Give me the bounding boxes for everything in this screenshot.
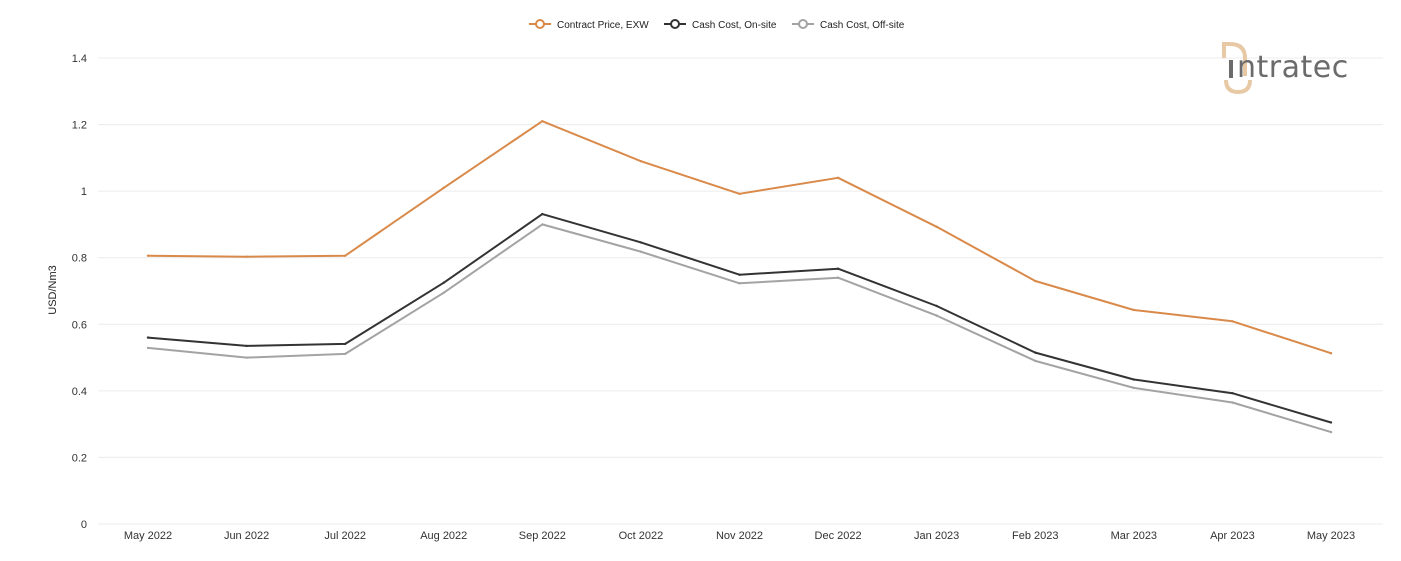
data-point	[935, 304, 938, 308]
data-point	[1034, 351, 1037, 354]
data-point	[442, 291, 445, 294]
data-point	[1329, 430, 1333, 434]
x-tick-label: Feb 2023	[1012, 530, 1058, 542]
y-tick-label: 0.4	[72, 386, 87, 398]
legend-item-0[interactable]: Contract Price, EXW	[529, 19, 649, 31]
y-tick-label: 0.2	[72, 452, 87, 464]
data-point	[541, 212, 544, 216]
data-point	[639, 241, 643, 244]
data-point	[1132, 378, 1136, 381]
y-tick-label: 0	[81, 519, 87, 531]
data-point	[836, 276, 840, 279]
x-tick-label: Apr 2023	[1210, 530, 1255, 542]
data-point	[442, 281, 445, 284]
legend-marker-icon	[670, 19, 680, 29]
data-point	[1231, 391, 1234, 395]
data-point	[738, 273, 741, 276]
legend-marker-icon	[798, 19, 808, 29]
x-tick-label: Jan 2023	[914, 530, 959, 542]
legend-item-1[interactable]: Cash Cost, On-site	[664, 19, 777, 31]
logo-mark-icon	[1222, 41, 1247, 76]
data-point	[935, 225, 938, 228]
data-point	[1034, 279, 1037, 283]
data-point	[245, 356, 248, 359]
logo-mark-arc-icon	[1224, 79, 1252, 95]
x-tick-label: May 2023	[1307, 530, 1355, 542]
x-tick-label: Oct 2022	[619, 530, 664, 542]
intratec-logo: ntratec	[1222, 41, 1349, 95]
data-point	[1329, 352, 1333, 355]
data-point	[1034, 359, 1037, 363]
x-tick-label: Dec 2022	[815, 530, 862, 542]
y-axis-ticks: 0 0.2 0.4 0.6 0.8 1 1.2 1.4	[72, 53, 87, 531]
data-point	[836, 267, 840, 270]
data-point	[245, 255, 248, 258]
legend-label: Cash Cost, Off-site	[820, 20, 905, 31]
data-point	[1329, 421, 1333, 424]
x-tick-label: Mar 2023	[1111, 530, 1157, 542]
y-tick-label: 0.8	[72, 253, 87, 265]
data-point	[343, 342, 347, 346]
series-lines	[146, 120, 1333, 434]
data-point	[343, 352, 347, 356]
legend-label: Cash Cost, On-site	[692, 20, 777, 31]
data-point	[639, 250, 643, 253]
data-point	[541, 120, 544, 123]
x-tick-label: Aug 2022	[420, 530, 467, 542]
data-point	[639, 159, 643, 163]
series-line-0	[147, 120, 1332, 355]
data-point	[146, 336, 150, 339]
data-point	[343, 254, 347, 257]
data-point	[935, 314, 938, 317]
gridlines	[98, 57, 1383, 525]
legend-label: Contract Price, EXW	[557, 20, 649, 31]
data-point	[146, 346, 150, 350]
x-axis-ticks: May 2022 Jun 2022 Jul 2022 Aug 2022 Sep 2022…	[124, 530, 1355, 542]
y-axis-title: USD/Nm3	[47, 265, 59, 315]
data-point	[836, 176, 840, 180]
legend-marker-icon	[535, 19, 545, 29]
x-tick-label: Sep 2022	[519, 530, 566, 542]
data-point	[245, 344, 248, 348]
data-point	[1231, 401, 1234, 404]
data-point	[146, 254, 150, 257]
y-tick-label: 1.4	[72, 53, 87, 65]
data-point	[738, 192, 741, 196]
x-tick-label: May 2022	[124, 530, 172, 542]
y-tick-label: 1	[81, 186, 87, 198]
legend-item-2[interactable]: Cash Cost, Off-site	[792, 19, 905, 31]
data-point	[442, 186, 445, 190]
data-point	[1231, 320, 1234, 323]
data-point	[541, 223, 544, 226]
logo-text: ntratec	[1237, 50, 1349, 85]
x-tick-label: Jun 2022	[224, 530, 269, 542]
x-tick-label: Nov 2022	[716, 530, 763, 542]
y-tick-label: 0.6	[72, 319, 87, 331]
legend[interactable]: Contract Price, EXW Cash Cost, On-site Cas…	[529, 19, 905, 31]
data-point	[1132, 386, 1136, 390]
logo-i-stem-icon	[1229, 60, 1233, 78]
y-tick-label: 1.2	[72, 120, 87, 132]
data-point	[738, 282, 741, 285]
x-tick-label: Jul 2022	[324, 530, 366, 542]
data-point	[1132, 308, 1136, 312]
